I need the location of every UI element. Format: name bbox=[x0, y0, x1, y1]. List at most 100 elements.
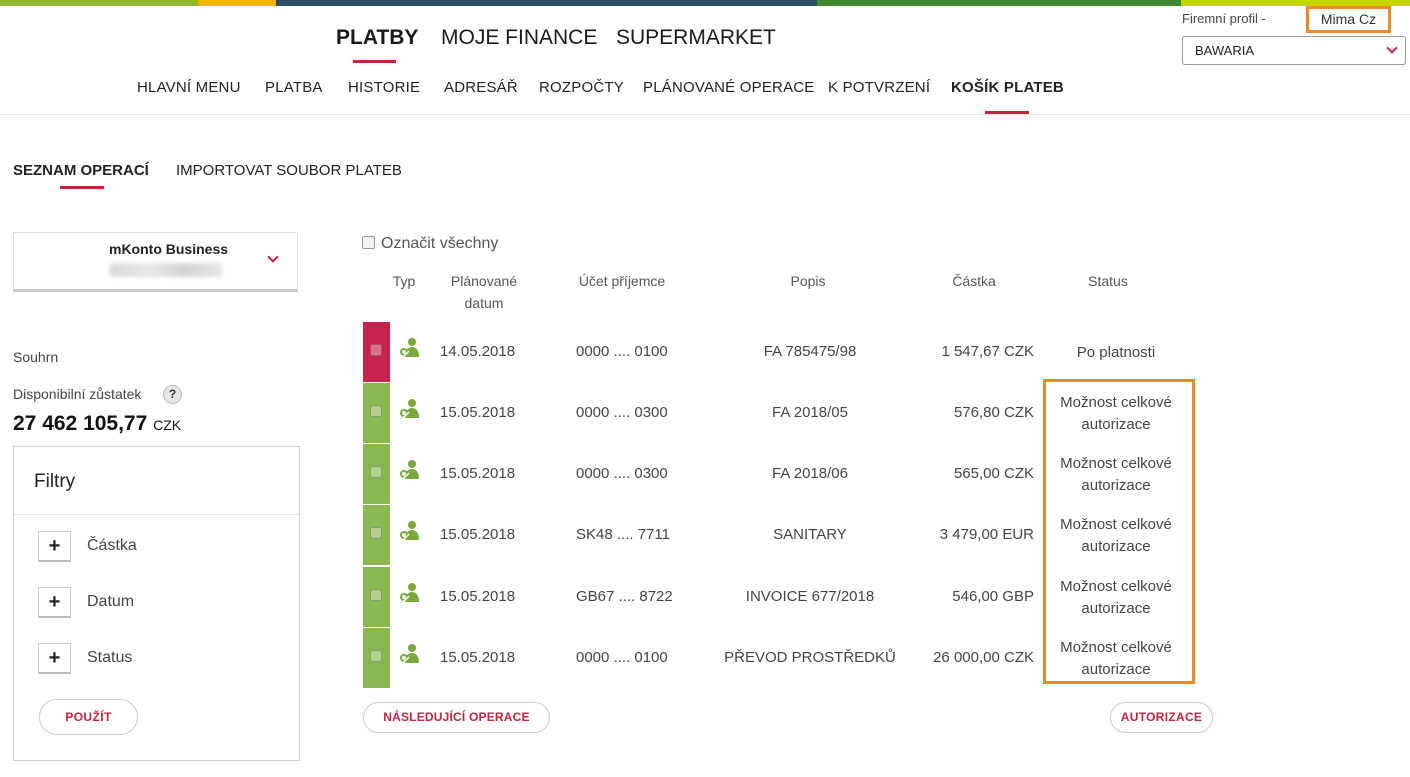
tab-seznam-operaci[interactable]: SEZNAM OPERACÍ bbox=[13, 162, 149, 179]
user-name[interactable]: Mima Cz bbox=[1306, 6, 1391, 33]
account-number-blurred bbox=[110, 263, 222, 277]
row-description: FA 2018/05 bbox=[772, 404, 848, 421]
row-date: 14.05.2018 bbox=[440, 343, 516, 360]
sub-nav-rozpocty[interactable]: ROZPOČTY bbox=[539, 79, 624, 96]
main-nav-supermarket[interactable]: SUPERMARKET bbox=[616, 26, 776, 49]
profile-select[interactable]: BAWARIA bbox=[1182, 36, 1406, 65]
row-status-bar bbox=[363, 444, 390, 504]
chevron-down-icon bbox=[267, 251, 279, 263]
filter-label: Datum bbox=[87, 593, 135, 610]
row-status-bar bbox=[363, 567, 390, 627]
row-amount: 3 479,00 EUR bbox=[939, 526, 1034, 543]
row-account: 0000 .... 0100 bbox=[576, 343, 668, 360]
row-status-bar bbox=[363, 322, 390, 382]
next-operations-button[interactable]: NÁSLEDUJÍCÍ OPERACE bbox=[363, 702, 550, 733]
balance-amount: 27 462 105,77 bbox=[13, 412, 148, 435]
row-description: SANITARY bbox=[773, 526, 847, 543]
account-name: mKonto Business bbox=[109, 241, 229, 257]
row-checkbox[interactable] bbox=[370, 527, 382, 539]
row-checkbox[interactable] bbox=[370, 466, 382, 478]
select-all-checkbox[interactable] bbox=[362, 236, 375, 249]
row-amount: 576,80 CZK bbox=[953, 404, 1034, 421]
column-header-type: Typ bbox=[392, 273, 416, 289]
help-icon[interactable]: ? bbox=[163, 385, 182, 404]
row-status-line1: Možnost celkové bbox=[1060, 578, 1172, 595]
sub-nav-k-potvrzeni[interactable]: K POTVRZENÍ bbox=[828, 79, 931, 96]
balance-label: Disponibilní zůstatek bbox=[13, 386, 142, 402]
row-amount: 26 000,00 CZK bbox=[933, 649, 1034, 666]
row-account: 0000 .... 0300 bbox=[576, 404, 668, 421]
expand-status-filter-button[interactable]: + bbox=[38, 643, 71, 674]
row-status: Možnost celkové autorizace bbox=[1046, 576, 1186, 620]
main-nav-platby[interactable]: PLATBY bbox=[336, 26, 419, 49]
row-amount: 546,00 GBP bbox=[952, 588, 1034, 605]
row-status-line2: autorizace bbox=[1081, 477, 1151, 494]
sub-nav-hlavni-menu[interactable]: HLAVNÍ MENU bbox=[137, 79, 241, 96]
expand-date-filter-button[interactable]: + bbox=[38, 587, 71, 618]
expand-amount-filter-button[interactable]: + bbox=[38, 531, 71, 562]
transfer-person-icon bbox=[399, 398, 421, 420]
column-header-account: Účet příjemce bbox=[578, 273, 666, 289]
row-status-line1: Možnost celkové bbox=[1060, 639, 1172, 656]
row-status: Možnost celkové autorizace bbox=[1046, 637, 1186, 681]
row-checkbox[interactable] bbox=[370, 650, 382, 662]
table-row[interactable]: 15.05.2018 GB67 .... 8722 INVOICE 677/2018… bbox=[363, 567, 1203, 627]
row-status-line1: Po platnosti bbox=[1076, 344, 1156, 361]
row-status-line1: Možnost celkové bbox=[1060, 394, 1172, 411]
row-status-line2: autorizace bbox=[1081, 416, 1151, 433]
row-description: FA 785475/98 bbox=[763, 343, 857, 360]
table-row[interactable]: 15.05.2018 0000 .... 0100 PŘEVOD PROSTŘEDK… bbox=[363, 628, 1203, 688]
filter-label: Částka bbox=[87, 537, 137, 554]
transfer-person-icon bbox=[399, 520, 421, 542]
filters-panel: Filtry + Částka + Datum + Status POUŽÍT bbox=[13, 446, 300, 761]
sub-nav-planovane-operace[interactable]: PLÁNOVANÉ OPERACE bbox=[643, 79, 815, 96]
sub-nav-active-indicator bbox=[985, 111, 1029, 114]
select-all-label[interactable]: Označit všechny bbox=[381, 235, 499, 252]
row-account: GB67 .... 8722 bbox=[576, 588, 673, 605]
sub-nav-historie[interactable]: HISTORIE bbox=[348, 79, 421, 96]
transfer-person-icon bbox=[399, 643, 421, 665]
apply-filters-button[interactable]: POUŽÍT bbox=[39, 699, 138, 735]
balance-value: 27 462 105,77 CZK bbox=[13, 412, 181, 436]
main-nav-moje-finance[interactable]: MOJE FINANCE bbox=[441, 26, 598, 49]
row-account: SK48 .... 7711 bbox=[576, 526, 670, 543]
row-checkbox[interactable] bbox=[370, 589, 382, 601]
row-status: Možnost celkové autorizace bbox=[1046, 514, 1186, 558]
authorize-button[interactable]: AUTORIZACE bbox=[1110, 702, 1213, 733]
table-row[interactable]: 15.05.2018 SK48 .... 7711 SANITARY 3 479,00… bbox=[363, 505, 1203, 565]
transfer-person-icon bbox=[399, 459, 421, 481]
column-header-date-line1: Plánované bbox=[450, 273, 518, 289]
column-header-status: Status bbox=[1088, 273, 1128, 289]
tab-importovat-soubor[interactable]: IMPORTOVAT SOUBOR PLATEB bbox=[176, 162, 402, 179]
table-row[interactable]: 15.05.2018 0000 .... 0300 FA 2018/05 576,80… bbox=[363, 383, 1203, 443]
balance-currency: CZK bbox=[153, 417, 182, 433]
row-description: FA 2018/06 bbox=[772, 465, 848, 482]
stripe-segment bbox=[817, 0, 1181, 6]
row-status-bar bbox=[363, 383, 390, 443]
row-checkbox[interactable] bbox=[370, 405, 382, 417]
tab-active-indicator bbox=[60, 186, 104, 189]
row-status-line1: Možnost celkové bbox=[1060, 455, 1172, 472]
account-select[interactable]: mKonto Business bbox=[13, 232, 298, 292]
table-row[interactable]: 14.05.2018 0000 .... 0100 FA 785475/98 1 54… bbox=[363, 322, 1203, 382]
row-date: 15.05.2018 bbox=[440, 404, 516, 421]
stripe-segment bbox=[198, 0, 276, 6]
table-row[interactable]: 15.05.2018 0000 .... 0300 FA 2018/06 565,00… bbox=[363, 444, 1203, 504]
sub-nav-adresar[interactable]: ADRESÁŘ bbox=[444, 79, 518, 96]
profile-select-value: BAWARIA bbox=[1195, 43, 1254, 58]
row-checkbox[interactable] bbox=[370, 344, 382, 356]
transfer-person-icon bbox=[399, 582, 421, 604]
transfer-person-icon bbox=[399, 337, 421, 359]
status-highlight-frame bbox=[1043, 379, 1195, 684]
sub-nav-platba[interactable]: PLATBA bbox=[265, 79, 323, 96]
row-status: Možnost celkové autorizace bbox=[1046, 392, 1186, 436]
row-date: 15.05.2018 bbox=[440, 649, 516, 666]
row-amount: 565,00 CZK bbox=[953, 465, 1034, 482]
sub-nav-kosik-plateb[interactable]: KOŠÍK PLATEB bbox=[951, 79, 1064, 96]
row-status: Možnost celkové autorizace bbox=[1046, 453, 1186, 497]
row-account: 0000 .... 0100 bbox=[576, 649, 668, 666]
column-header-date-line2: datum bbox=[464, 295, 504, 311]
row-status-line2: autorizace bbox=[1081, 661, 1151, 678]
column-header-amount: Částka bbox=[952, 273, 996, 289]
row-status: Po platnosti bbox=[1046, 342, 1186, 364]
